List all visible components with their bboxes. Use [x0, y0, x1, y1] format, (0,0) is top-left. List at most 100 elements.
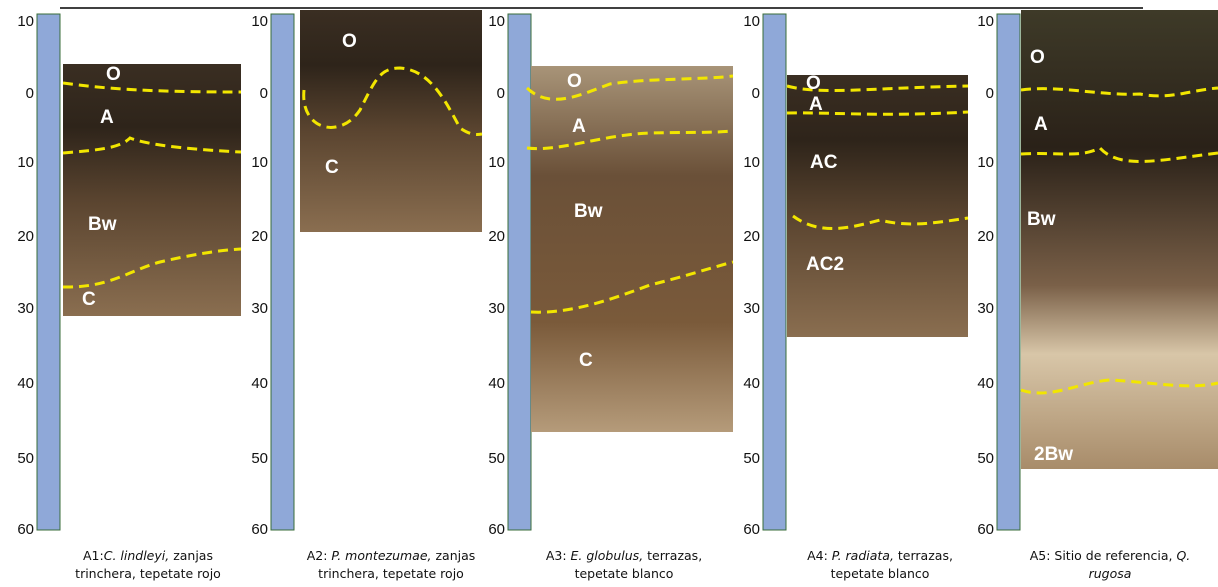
caption-text: P. radiata, — [832, 548, 894, 563]
caption-line: A3: E. globulus, terrazas, — [546, 548, 702, 563]
caption-text: Q. — [1176, 548, 1190, 563]
depth-label: 20 — [251, 228, 268, 245]
depth-label: 10 — [977, 13, 994, 30]
caption-line: A1:C. lindleyi, zanjas — [83, 548, 213, 563]
caption-line: tepetate blanco — [575, 566, 674, 581]
depth-scale-bar — [763, 14, 786, 530]
horizon-label: AC — [810, 152, 838, 173]
horizon-label: AC2 — [806, 254, 844, 275]
horizon-label: C — [579, 350, 593, 371]
caption-text: A5: Sitio de referencia, — [1030, 548, 1177, 563]
depth-label: 10 — [17, 154, 34, 171]
depth-label: 20 — [488, 228, 505, 245]
caption-line: rugosa — [1089, 566, 1132, 581]
horizon-label: C — [82, 289, 96, 310]
depth-label: 10 — [251, 154, 268, 171]
caption-text: E. globulus, — [571, 548, 644, 563]
depth-label: 20 — [977, 228, 994, 245]
depth-label: 10 — [743, 154, 760, 171]
horizon-label: O — [106, 64, 121, 85]
depth-label: 50 — [977, 450, 994, 467]
caption-text: terrazas, — [643, 548, 702, 563]
horizon-label: A — [809, 94, 823, 115]
depth-label: 40 — [977, 375, 994, 392]
caption-line: A2: P. montezumae, zanjas — [307, 548, 476, 563]
profile-panel: 10 0 10 20 30 40 50 60 OA AC AC2 A4: P. radiata, te… — [743, 13, 968, 581]
depth-label: 30 — [251, 300, 268, 317]
caption-text: A3: — [546, 548, 571, 563]
depth-label: 0 — [752, 85, 760, 102]
caption-text: C. lindleyi, — [104, 548, 170, 563]
depth-label: 50 — [17, 450, 34, 467]
depth-scale-bar — [508, 14, 531, 530]
horizon-label: O — [567, 71, 582, 92]
depth-scale-bar — [37, 14, 60, 530]
depth-label: 0 — [26, 85, 34, 102]
depth-label: 60 — [17, 521, 34, 538]
soil-photo — [63, 64, 241, 316]
depth-label: 40 — [488, 375, 505, 392]
caption-text: tepetate blanco — [575, 566, 674, 581]
depth-label: 60 — [488, 521, 505, 538]
depth-label: 50 — [488, 450, 505, 467]
horizon-label: Bw — [88, 214, 117, 235]
horizon-label: O — [806, 73, 821, 94]
depth-label: 40 — [743, 375, 760, 392]
horizon-label: A — [100, 107, 114, 128]
caption-text: terrazas, — [894, 548, 953, 563]
caption-text: zanjas — [169, 548, 213, 563]
depth-scale-bar — [271, 14, 294, 530]
depth-label: 0 — [497, 85, 505, 102]
caption-line: tepetate blanco — [831, 566, 930, 581]
depth-scale-bar — [997, 14, 1020, 530]
caption-text: rugosa — [1089, 566, 1132, 581]
horizon-label: O — [1030, 47, 1045, 68]
depth-label: 30 — [743, 300, 760, 317]
depth-label: 40 — [251, 375, 268, 392]
horizon-label: 2Bw — [1034, 444, 1073, 465]
caption-line: trinchera, tepetate rojo — [318, 566, 464, 581]
horizon-label: A — [1034, 114, 1048, 135]
depth-label: 30 — [17, 300, 34, 317]
caption-text: A1: — [83, 548, 104, 563]
horizon-label: O — [342, 31, 357, 52]
soil-photo — [531, 66, 733, 432]
depth-label: 10 — [488, 13, 505, 30]
caption-line: A4: P. radiata, terrazas, — [807, 548, 953, 563]
caption-text: A4: — [807, 548, 832, 563]
depth-label: 10 — [977, 154, 994, 171]
depth-label: 20 — [17, 228, 34, 245]
caption-text: zanjas — [432, 548, 476, 563]
depth-label: 60 — [977, 521, 994, 538]
caption-text: trinchera, tepetate rojo — [318, 566, 464, 581]
figure: 100102030405060OABwCA1:C. lindleyi, zanj… — [0, 0, 1218, 587]
horizon-label: Bw — [574, 201, 603, 222]
caption-text: A2: — [307, 548, 332, 563]
depth-label: 50 — [251, 450, 268, 467]
depth-label: 30 — [977, 300, 994, 317]
horizon-label: C — [325, 157, 339, 178]
depth-label: 20 — [743, 228, 760, 245]
depth-label: 60 — [743, 521, 760, 538]
depth-label: 10 — [17, 13, 34, 30]
depth-label: 40 — [17, 375, 34, 392]
profile-panel: 10 0 10 20 30 40 50 60 O A Bw C A3: E. globulus, ter… — [488, 13, 733, 581]
horizon-label: A — [572, 116, 586, 137]
caption-text: P. montezumae, — [331, 548, 431, 563]
caption-text: trinchera, tepetate rojo — [75, 566, 221, 581]
depth-label: 10 — [743, 13, 760, 30]
depth-label: 60 — [251, 521, 268, 538]
soil-photo — [1021, 10, 1218, 469]
caption-line: trinchera, tepetate rojo — [75, 566, 221, 581]
depth-label: 10 — [488, 154, 505, 171]
depth-label: 0 — [260, 85, 268, 102]
caption-line: A5: Sitio de referencia, Q. — [1030, 548, 1191, 563]
depth-label: 50 — [743, 450, 760, 467]
depth-label: 30 — [488, 300, 505, 317]
profile-panel: 10 0 10 20 30 40 50 60 O C A2: P. montezumae, zanj… — [251, 10, 482, 581]
horizon-label: Bw — [1027, 209, 1056, 230]
depth-label: 10 — [251, 13, 268, 30]
caption-text: tepetate blanco — [831, 566, 930, 581]
profile-panel: 10 0 10 20 30 40 50 60 O A Bw C A1:C. lindleyi, zanj… — [17, 13, 241, 581]
